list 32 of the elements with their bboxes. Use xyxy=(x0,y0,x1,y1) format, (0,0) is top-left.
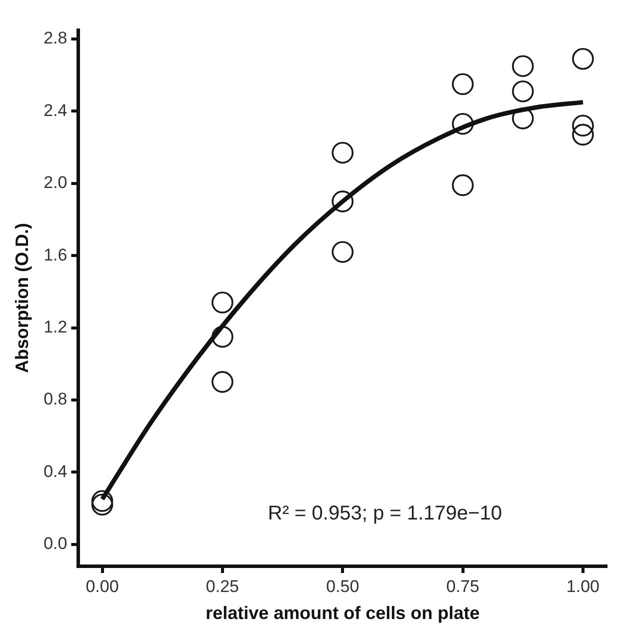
x-tick-label: 0.50 xyxy=(326,576,360,596)
point xyxy=(572,124,594,146)
point xyxy=(212,326,234,348)
x-axis-title: relative amount of cells on plate xyxy=(206,603,480,624)
x-tick-label: 0.75 xyxy=(446,576,480,596)
point xyxy=(512,55,534,77)
point xyxy=(212,371,234,393)
point xyxy=(91,494,114,516)
y-tick-label: 1.6 xyxy=(44,245,68,264)
annotation: R² = 0.953; p = 1.179e−10 xyxy=(268,502,502,525)
point xyxy=(332,190,354,212)
y-tick-label: 0.0 xyxy=(44,534,68,554)
point xyxy=(452,174,474,196)
point xyxy=(572,48,594,70)
y-tick-label: 1.2 xyxy=(44,317,68,336)
point xyxy=(452,73,474,96)
point xyxy=(332,142,354,164)
x-tick-label: 1.00 xyxy=(566,576,600,596)
y-tick-label: 0.4 xyxy=(44,462,68,481)
point xyxy=(512,80,534,102)
point xyxy=(572,114,594,137)
point xyxy=(452,112,474,135)
y-tick-label: 0.8 xyxy=(44,390,68,409)
point xyxy=(212,292,234,314)
y-tick-label: 2.0 xyxy=(44,173,68,192)
x-tick-label: 0.00 xyxy=(86,576,119,596)
y-tick-label: 2.4 xyxy=(44,100,68,120)
point xyxy=(91,490,114,512)
x-tick-label: 0.25 xyxy=(206,576,239,596)
y-axis-title: Absorption (O.D.) xyxy=(12,223,32,373)
y-tick-label: 2.8 xyxy=(44,28,68,48)
point xyxy=(332,241,354,263)
